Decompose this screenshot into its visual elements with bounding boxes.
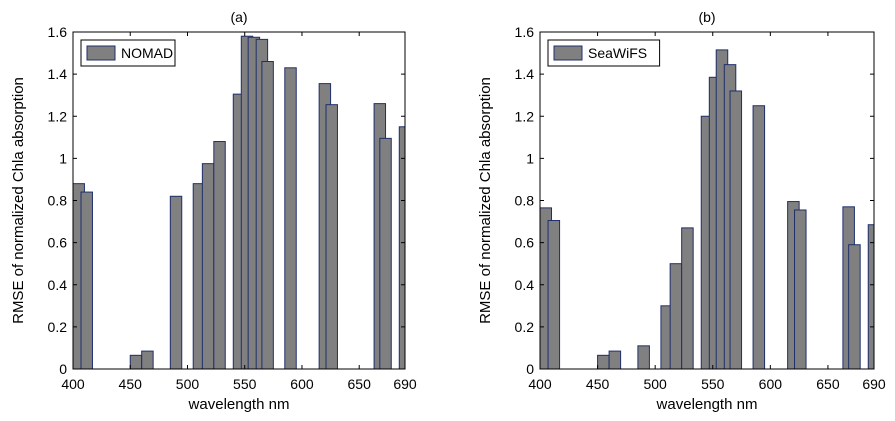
x-tick-label: 500 bbox=[176, 376, 200, 392]
x-tick-label: 400 bbox=[528, 376, 552, 392]
bar bbox=[669, 263, 683, 370]
bar bbox=[681, 227, 694, 370]
legend: SeaWiFS bbox=[547, 39, 661, 67]
bar bbox=[547, 220, 561, 370]
bar bbox=[261, 60, 274, 370]
x-tick-label: 650 bbox=[348, 376, 372, 392]
x-tick-label: 690 bbox=[393, 376, 417, 392]
y-tick-label: 0.6 bbox=[48, 235, 68, 251]
bar bbox=[597, 354, 610, 370]
y-tick-label: 1.4 bbox=[48, 66, 68, 82]
x-tick-label: 450 bbox=[119, 376, 143, 392]
bar bbox=[141, 350, 154, 370]
bar bbox=[325, 104, 338, 370]
legend-label: NOMAD bbox=[121, 45, 173, 61]
y-tick-label: 0.2 bbox=[515, 319, 535, 335]
y-tick-label: 0.8 bbox=[515, 193, 535, 209]
x-axis-label: wavelength nm bbox=[656, 396, 758, 413]
y-tick-label: 0 bbox=[59, 361, 67, 377]
y-tick-label: 0.2 bbox=[48, 319, 68, 335]
x-tick-label: 550 bbox=[701, 376, 725, 392]
y-tick-label: 1 bbox=[59, 150, 67, 166]
bar bbox=[379, 137, 392, 370]
chart-panel-2: 400 450 500 550 600 650 690 0 0.2 0.4 0.6 0.8 1 1.2 1.… bbox=[477, 9, 886, 413]
x-tick-label: 400 bbox=[61, 376, 85, 392]
y-axis-label: RMSE of normalized Chla absorption bbox=[477, 77, 494, 324]
y-tick-label: 1.2 bbox=[515, 108, 535, 124]
y-tick-label: 0.4 bbox=[48, 277, 68, 293]
y-tick-label: 1.2 bbox=[48, 108, 68, 124]
bar bbox=[213, 141, 226, 370]
x-tick-label: 450 bbox=[586, 376, 610, 392]
x-axis-label: wavelength nm bbox=[188, 396, 290, 413]
panel-title: (b) bbox=[698, 9, 715, 25]
y-tick-label: 0.6 bbox=[515, 235, 535, 251]
legend-label: SeaWiFS bbox=[588, 45, 647, 61]
bar bbox=[608, 350, 622, 370]
bar bbox=[867, 224, 875, 370]
x-tick-label: 500 bbox=[643, 376, 667, 392]
x-tick-label: 690 bbox=[862, 376, 886, 392]
x-tick-label: 650 bbox=[816, 376, 840, 392]
bar bbox=[80, 191, 93, 370]
y-tick-label: 1.6 bbox=[48, 24, 68, 40]
bar bbox=[129, 354, 143, 370]
bar bbox=[284, 67, 297, 370]
y-axis-label: RMSE of normalized Chla absorption bbox=[10, 77, 27, 324]
bar bbox=[848, 244, 861, 370]
x-tick-label: 600 bbox=[290, 376, 314, 392]
x-tick-label: 550 bbox=[233, 376, 257, 392]
bar bbox=[398, 126, 406, 370]
legend-swatch bbox=[553, 45, 583, 61]
legend-swatch bbox=[86, 45, 116, 61]
y-tick-label: 1.6 bbox=[515, 24, 535, 40]
bar bbox=[637, 345, 650, 370]
chart-panel-1: 400 450 500 550 600 650 690 0 0.2 0.4 0.6 0.8 1 1.2 1.… bbox=[10, 9, 417, 413]
bar bbox=[729, 90, 743, 370]
bar bbox=[794, 209, 807, 370]
x-tick-label: 600 bbox=[759, 376, 783, 392]
bar bbox=[201, 163, 215, 370]
panel-title: (a) bbox=[230, 9, 247, 25]
bar bbox=[752, 105, 766, 370]
bar bbox=[169, 195, 183, 370]
y-tick-label: 0 bbox=[526, 361, 534, 377]
y-tick-label: 0.8 bbox=[48, 193, 68, 209]
y-tick-label: 1.4 bbox=[515, 66, 535, 82]
legend: NOMAD bbox=[80, 39, 176, 67]
y-tick-label: 1 bbox=[526, 150, 534, 166]
y-tick-label: 0.4 bbox=[515, 277, 535, 293]
